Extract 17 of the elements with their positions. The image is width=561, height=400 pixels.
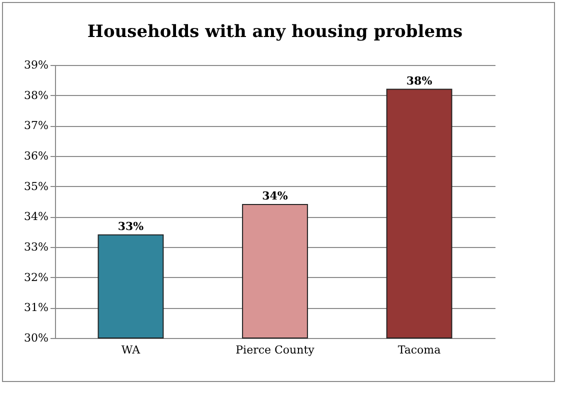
- x-tick-label: WA: [121, 344, 142, 356]
- x-tick-label: Pierce County: [236, 344, 316, 356]
- y-tick-label: 38%: [24, 88, 48, 102]
- data-label: 34%: [262, 190, 288, 203]
- y-tick-label: 34%: [24, 210, 48, 224]
- y-tick-label: 39%: [24, 58, 48, 72]
- y-tick-label: 33%: [24, 240, 48, 254]
- y-tick-label: 37%: [24, 119, 48, 132]
- y-tick-label: 30%: [24, 332, 48, 344]
- data-label: 33%: [118, 220, 144, 233]
- x-tick-label: Tacoma: [398, 344, 442, 356]
- y-tick-label: 35%: [24, 180, 48, 193]
- y-tick-label: 32%: [24, 270, 48, 284]
- y-tick-label: 36%: [24, 150, 48, 162]
- data-label: 38%: [406, 74, 433, 88]
- chart-title: Households with any housing problems: [87, 22, 463, 42]
- y-tick-label: 31%: [24, 301, 48, 314]
